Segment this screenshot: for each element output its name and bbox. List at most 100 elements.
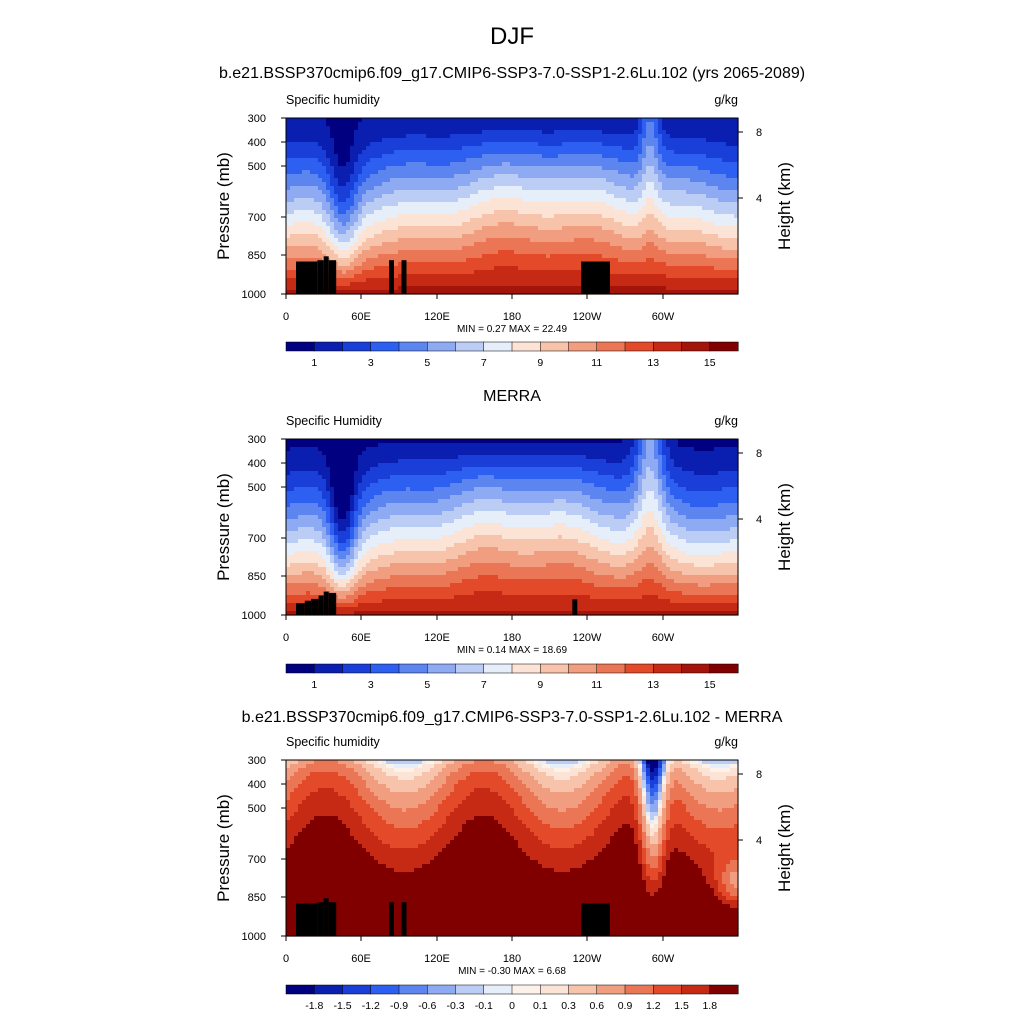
- contour-cell: [658, 202, 663, 207]
- contour-cell: [542, 158, 547, 163]
- contour-cell: [694, 146, 699, 151]
- contour-cell: [502, 250, 507, 255]
- contour-cell: [718, 186, 723, 191]
- contour-cell: [634, 118, 639, 123]
- contour-cell: [362, 122, 367, 127]
- contour-cell: [458, 222, 463, 227]
- contour-cell: [538, 154, 543, 159]
- contour-cell: [726, 138, 731, 143]
- contour-cell: [546, 242, 551, 247]
- contour-cell: [462, 162, 467, 167]
- contour-cell: [418, 158, 423, 163]
- contour-cell: [562, 206, 567, 211]
- contour-cell: [610, 238, 615, 243]
- contour-cell: [314, 158, 319, 163]
- contour-cell: [678, 178, 683, 183]
- contour-cell: [730, 250, 735, 255]
- contour-cell: [654, 214, 659, 219]
- contour-cell: [466, 190, 471, 195]
- contour-cell: [338, 154, 343, 159]
- contour-cell: [370, 234, 375, 239]
- contour-cell: [558, 138, 563, 143]
- contour-cell: [474, 266, 479, 271]
- contour-cell: [290, 258, 295, 263]
- contour-cell: [478, 186, 483, 191]
- contour-cell: [674, 238, 679, 243]
- contour-cell: [490, 230, 495, 235]
- contour-cell: [610, 182, 615, 187]
- contour-cell: [538, 142, 543, 147]
- contour-cell: [394, 158, 399, 163]
- contour-cell: [674, 226, 679, 231]
- contour-cell: [578, 206, 583, 211]
- contour-cell: [582, 250, 587, 255]
- contour-cell: [346, 122, 351, 127]
- contour-cell: [722, 246, 727, 251]
- contour-cell: [542, 282, 547, 287]
- contour-cell: [642, 134, 647, 139]
- contour-cell: [638, 258, 643, 263]
- contour-cell: [386, 198, 391, 203]
- contour-cell: [626, 222, 631, 227]
- contour-cell: [478, 238, 483, 243]
- contour-cell: [482, 250, 487, 255]
- contour-cell: [666, 226, 671, 231]
- contour-cell: [570, 138, 575, 143]
- contour-cell: [534, 230, 539, 235]
- contour-cell: [534, 226, 539, 231]
- contour-cell: [542, 142, 547, 147]
- contour-cell: [438, 282, 443, 287]
- contour-cell: [658, 190, 663, 195]
- contour-cell: [574, 246, 579, 251]
- contour-cell: [430, 226, 435, 231]
- contour-cell: [530, 286, 535, 291]
- contour-cell: [670, 138, 675, 143]
- contour-cell: [638, 178, 643, 183]
- contour-cell: [666, 238, 671, 243]
- contour-cell: [626, 210, 631, 215]
- contour-cell: [286, 270, 291, 275]
- contour-cell: [610, 174, 615, 179]
- contour-cell: [438, 118, 443, 123]
- contour-cell: [378, 226, 383, 231]
- contour-cell: [678, 166, 683, 171]
- contour-cell: [338, 130, 343, 135]
- contour-cell: [682, 170, 687, 175]
- contour-cell: [670, 238, 675, 243]
- contour-cell: [490, 190, 495, 195]
- contour-cell: [378, 142, 383, 147]
- contour-cell: [354, 190, 359, 195]
- contour-cell: [714, 170, 719, 175]
- contour-cell: [458, 262, 463, 267]
- contour-cell: [722, 118, 727, 123]
- contour-cell: [574, 194, 579, 199]
- contour-cell: [322, 214, 327, 219]
- contour-cell: [550, 246, 555, 251]
- contour-cell: [606, 130, 611, 135]
- contour-cell: [370, 122, 375, 127]
- contour-cell: [530, 126, 535, 131]
- contour-cell: [470, 254, 475, 259]
- contour-cell: [470, 122, 475, 127]
- contour-cell: [378, 266, 383, 271]
- contour-cell: [334, 162, 339, 167]
- contour-cell: [426, 214, 431, 219]
- contour-cell: [498, 246, 503, 251]
- contour-cell: [550, 242, 555, 247]
- contour-cell: [630, 222, 635, 227]
- contour-cell: [670, 122, 675, 127]
- contour-cell: [610, 118, 615, 123]
- contour-cell: [682, 202, 687, 207]
- contour-cell: [530, 182, 535, 187]
- contour-cell: [706, 258, 711, 263]
- contour-cell: [522, 250, 527, 255]
- contour-cell: [466, 234, 471, 239]
- contour-cell: [358, 218, 363, 223]
- contour-cell: [610, 234, 615, 239]
- contour-cell: [306, 138, 311, 143]
- contour-cell: [358, 258, 363, 263]
- contour-cell: [558, 262, 563, 267]
- contour-cell: [630, 134, 635, 139]
- contour-cell: [594, 126, 599, 131]
- contour-cell: [562, 210, 567, 215]
